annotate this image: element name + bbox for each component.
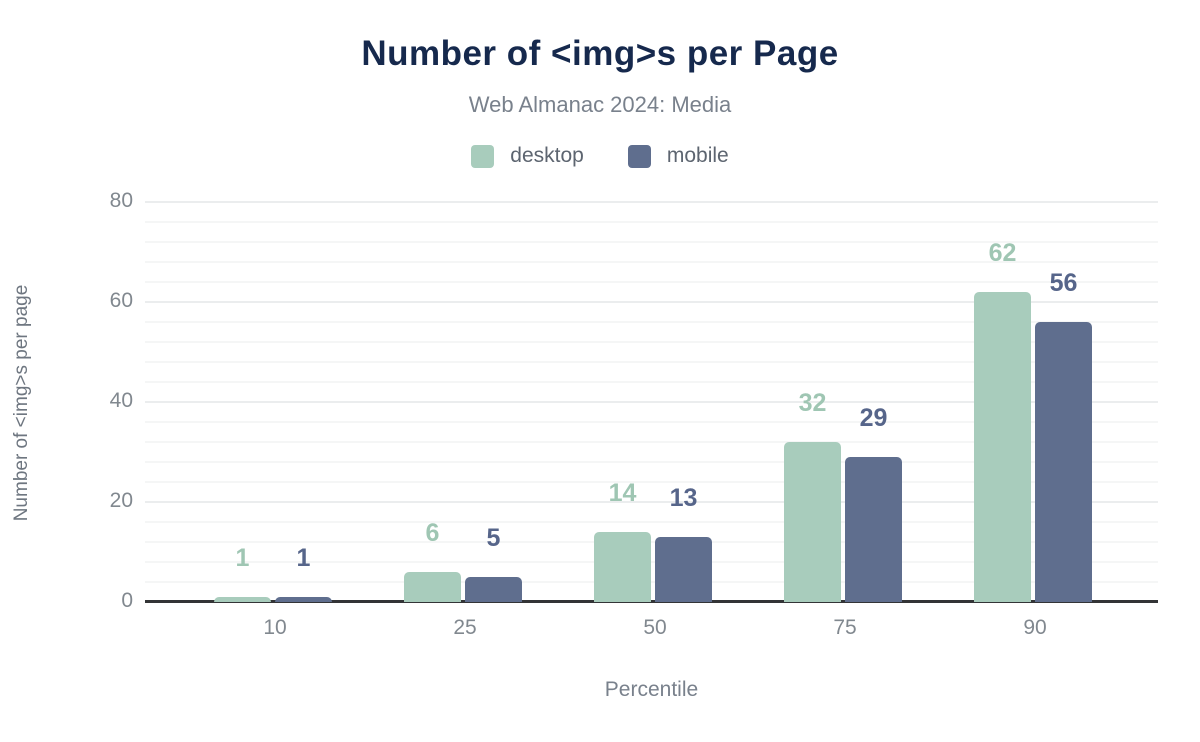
chart-subtitle: Web Almanac 2024: Media <box>468 92 732 117</box>
x-tick-label-25: 25 <box>453 616 477 639</box>
legend-label-desktop: desktop <box>510 144 584 167</box>
bar-value-label-desktop-p50: 14 <box>608 479 637 507</box>
bar-desktop-p25 <box>404 572 461 602</box>
x-tick-label-90: 90 <box>1023 616 1047 639</box>
bar-value-label-mobile-p10: 1 <box>296 544 311 572</box>
legend-label-mobile: mobile <box>666 144 729 167</box>
x-axis-line <box>145 600 1158 603</box>
bar-value-label-mobile-p50: 13 <box>669 484 698 512</box>
minor-gridline-28 <box>145 461 1158 463</box>
major-gridline-80 <box>145 201 1158 203</box>
x-tick-label-75: 75 <box>833 616 857 639</box>
y-tick-label-60: 60 <box>109 289 133 312</box>
legend-swatch-desktop <box>471 144 495 168</box>
major-gridline-20 <box>145 501 1158 503</box>
chart-legend: desktop mobile <box>0 144 1200 168</box>
x-tick-label-10: 10 <box>263 616 287 639</box>
bar-mobile-p50 <box>655 537 712 602</box>
bar-value-label-desktop-p75: 32 <box>798 389 827 417</box>
bar-desktop-p90 <box>974 292 1031 602</box>
bar-value-label-desktop-p90: 62 <box>988 239 1017 267</box>
minor-gridline-72 <box>145 241 1158 243</box>
y-tick-label-20: 20 <box>109 489 133 512</box>
bar-value-label-desktop-p10: 1 <box>235 544 250 572</box>
minor-gridline-76 <box>145 221 1158 223</box>
bar-mobile-p25 <box>465 577 522 602</box>
minor-gridline-44 <box>145 381 1158 383</box>
major-gridline-40 <box>145 401 1158 403</box>
minor-gridline-12 <box>145 541 1158 543</box>
minor-gridline-32 <box>145 441 1158 443</box>
minor-gridline-16 <box>145 521 1158 523</box>
minor-gridline-8 <box>145 561 1158 563</box>
minor-gridline-64 <box>145 281 1158 283</box>
bar-desktop-p10 <box>214 597 271 602</box>
x-tick-label-50: 50 <box>643 616 667 639</box>
minor-gridline-68 <box>145 261 1158 263</box>
bar-value-label-mobile-p25: 5 <box>486 524 501 552</box>
minor-gridline-36 <box>145 421 1158 423</box>
chart-title: Number of <img>s per Page <box>361 34 839 73</box>
legend-swatch-mobile <box>627 144 651 168</box>
x-axis-title: Percentile <box>604 678 699 701</box>
minor-gridline-52 <box>145 341 1158 343</box>
plot-area: 1 1 6 5 14 13 32 29 62 56 <box>145 201 1158 603</box>
major-gridline-60 <box>145 301 1158 303</box>
minor-gridline-48 <box>145 361 1158 363</box>
bar-desktop-p50 <box>594 532 651 602</box>
legend-item-desktop[interactable]: desktop <box>471 144 584 168</box>
bar-value-label-mobile-p90: 56 <box>1049 269 1078 297</box>
bar-mobile-p10 <box>275 597 332 602</box>
y-tick-label-80: 80 <box>109 189 133 212</box>
legend-item-mobile[interactable]: mobile <box>627 144 729 168</box>
y-tick-label-40: 40 <box>109 389 133 412</box>
bar-mobile-p75 <box>845 457 902 602</box>
minor-gridline-4 <box>145 581 1158 583</box>
bar-value-label-mobile-p75: 29 <box>859 404 888 432</box>
y-axis-title: Number of <img>s per page <box>11 284 32 522</box>
minor-gridline-56 <box>145 321 1158 323</box>
bar-mobile-p90 <box>1035 322 1092 602</box>
bar-desktop-p75 <box>784 442 841 602</box>
bar-value-label-desktop-p25: 6 <box>425 519 440 547</box>
y-tick-label-0: 0 <box>121 589 133 612</box>
minor-gridline-24 <box>145 481 1158 483</box>
